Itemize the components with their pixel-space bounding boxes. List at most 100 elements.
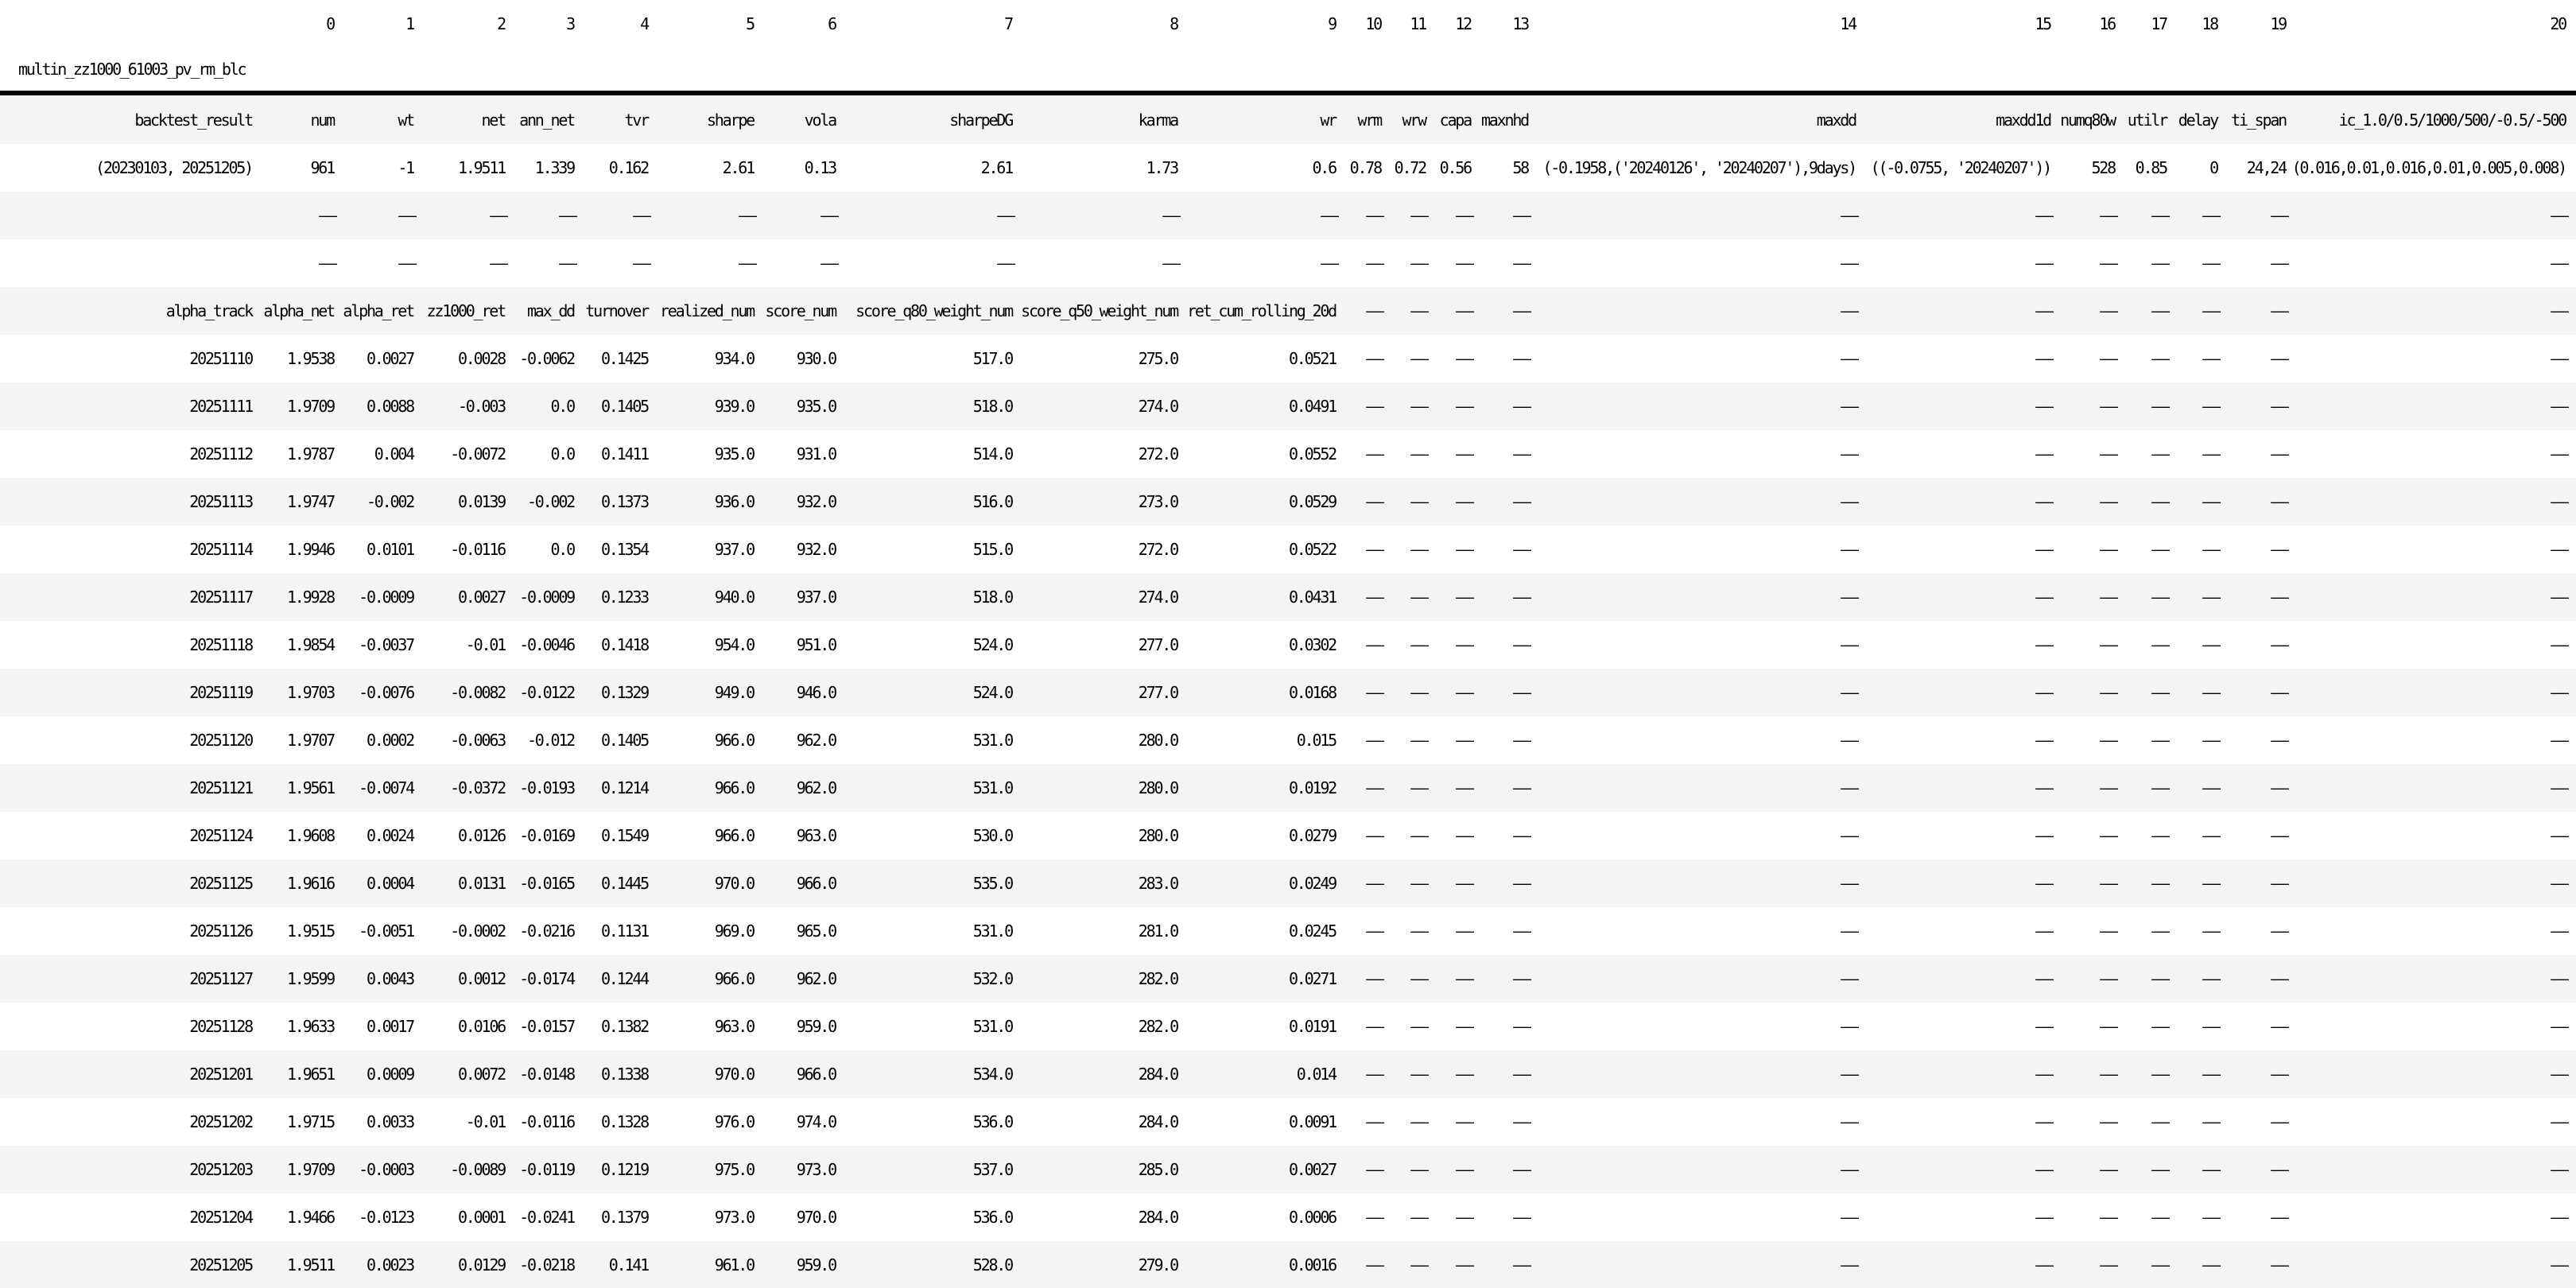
cell: — (2217, 287, 2289, 335)
row-index: 20251128 (0, 1003, 254, 1050)
cell: 2.61 (836, 144, 1014, 192)
cell: 0.0249 (1177, 859, 1337, 907)
cell: 58 (1471, 144, 1530, 192)
missing-value-dash: — (739, 206, 757, 225)
cell: — (1381, 764, 1429, 812)
missing-value-dash: — (2202, 301, 2221, 320)
cell: 0.1214 (574, 764, 650, 812)
cell: 934.0 (648, 335, 755, 382)
cell: — (1381, 1193, 1429, 1241)
cell: — (2115, 526, 2170, 573)
missing-value-dash: — (1841, 444, 1859, 464)
cell: -0.0148 (505, 1050, 576, 1098)
cell: — (1856, 526, 2054, 573)
cell: — (2167, 955, 2221, 1003)
missing-value-dash: — (2035, 921, 2054, 941)
missing-value-dash: — (2271, 826, 2289, 845)
table-row: 20251119 1.9703 -0.0076 -0.0082 -0.0122 0.132… (0, 669, 2576, 716)
missing-value-dash: — (2271, 969, 2289, 988)
table-row: alpha_track alpha_net alpha_ret zz1000_ret m… (0, 287, 2576, 335)
table-row: 20251204 1.9466 -0.0123 0.0001 -0.0241 0.1379… (0, 1193, 2576, 1241)
missing-value-dash: — (1366, 301, 1384, 320)
column-header: wrm (1336, 91, 1383, 144)
cell: — (1381, 430, 1429, 478)
missing-value-dash: — (319, 206, 337, 225)
cell: 0.0101 (334, 526, 415, 573)
cell: — (2286, 192, 2576, 239)
cell: 0.0028 (413, 335, 506, 382)
missing-value-dash: — (2035, 826, 2054, 845)
missing-value-dash: — (2100, 301, 2118, 320)
missing-value-dash: — (2551, 397, 2569, 416)
missing-value-dash: — (2551, 874, 2569, 893)
cell: — (1012, 192, 1181, 239)
cell: — (1336, 621, 1384, 669)
cell: — (2115, 955, 2170, 1003)
row-index: 20251113 (0, 478, 254, 526)
cell: — (1336, 669, 1384, 716)
missing-value-dash: — (398, 206, 417, 225)
cell: — (1528, 1098, 1859, 1146)
missing-value-dash: — (2151, 588, 2170, 607)
cell: — (2167, 669, 2221, 716)
missing-value-dash: — (1456, 778, 1474, 797)
missing-value-dash: — (2035, 397, 2054, 416)
cell: — (1471, 1241, 1531, 1288)
missing-value-dash: — (1513, 349, 1531, 368)
cell: — (2286, 1098, 2576, 1146)
missing-value-dash: — (1513, 635, 1531, 654)
missing-value-dash: — (1366, 349, 1384, 368)
cell: 0.0009 (334, 1050, 415, 1098)
missing-value-dash: — (2151, 635, 2170, 654)
cell: — (2286, 335, 2576, 382)
missing-value-dash: — (2151, 301, 2170, 320)
missing-value-dash: — (2035, 635, 2054, 654)
cell: -0.0157 (505, 1003, 576, 1050)
cell: — (1336, 764, 1384, 812)
missing-value-dash: — (1841, 1065, 1859, 1084)
cell: — (2115, 1050, 2170, 1098)
cell: 0.141 (574, 1241, 650, 1288)
missing-value-dash: — (2202, 349, 2221, 368)
cell: zz1000_ret (413, 287, 506, 335)
cell: 0.72 (1381, 144, 1427, 192)
missing-value-dash: — (2035, 1112, 2054, 1131)
cell: — (2217, 335, 2289, 382)
cell: — (2050, 1146, 2118, 1193)
column-header: vola (754, 91, 837, 144)
cell: 0.1354 (574, 526, 650, 573)
missing-value-dash: — (1410, 1208, 1429, 1227)
cell: — (1426, 573, 1474, 621)
missing-value-dash: — (1456, 874, 1474, 893)
cell: — (2050, 1050, 2118, 1098)
column-index: 12 (1426, 0, 1472, 48)
cell: -0.0062 (505, 335, 576, 382)
cell: — (1426, 287, 1474, 335)
cell: 962.0 (754, 716, 837, 764)
cell: — (1381, 812, 1429, 859)
cell: 0.6 (1177, 144, 1337, 192)
cell: -0.0009 (505, 573, 576, 621)
cell: — (1471, 1193, 1531, 1241)
cell: 277.0 (1012, 621, 1179, 669)
missing-value-dash: — (1366, 969, 1384, 988)
missing-value-dash: — (2151, 826, 2170, 845)
missing-value-dash: — (1841, 731, 1859, 750)
missing-value-dash: — (1366, 1255, 1384, 1274)
cell: — (1426, 1098, 1474, 1146)
column-index: 6 (754, 0, 837, 48)
cell: — (1381, 192, 1429, 239)
cell: — (1426, 859, 1474, 907)
cell: — (2167, 859, 2221, 907)
cell: — (2115, 1241, 2170, 1288)
missing-value-dash: — (997, 254, 1015, 273)
missing-value-dash: — (2271, 349, 2289, 368)
missing-value-dash: — (1366, 874, 1384, 893)
missing-value-dash: — (1841, 874, 1859, 893)
cell: — (2050, 335, 2118, 382)
cell: 0.162 (574, 144, 650, 192)
cell: max_dd (505, 287, 576, 335)
missing-value-dash: — (1513, 731, 1531, 750)
cell: — (1471, 669, 1531, 716)
cell: — (2167, 1193, 2221, 1241)
